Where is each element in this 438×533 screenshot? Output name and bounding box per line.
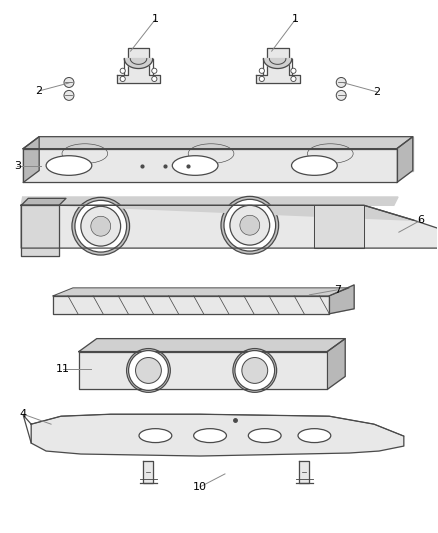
Polygon shape	[53, 296, 329, 314]
Ellipse shape	[298, 429, 331, 442]
Polygon shape	[23, 136, 413, 149]
Text: 7: 7	[334, 285, 341, 295]
Circle shape	[242, 358, 268, 383]
Polygon shape	[314, 205, 364, 248]
Circle shape	[291, 68, 296, 74]
Circle shape	[336, 77, 346, 87]
Circle shape	[81, 206, 120, 246]
Ellipse shape	[172, 156, 218, 175]
Circle shape	[224, 199, 276, 251]
Polygon shape	[21, 198, 66, 205]
Circle shape	[135, 358, 161, 383]
Circle shape	[233, 349, 277, 392]
Circle shape	[129, 351, 168, 390]
Circle shape	[64, 91, 74, 100]
Text: 10: 10	[193, 482, 207, 492]
Text: 6: 6	[417, 215, 424, 225]
Text: 1: 1	[292, 14, 299, 25]
Text: 11: 11	[56, 365, 70, 375]
Circle shape	[75, 200, 127, 252]
Text: 1: 1	[152, 14, 159, 25]
Circle shape	[72, 197, 130, 255]
Circle shape	[64, 77, 74, 87]
Circle shape	[230, 205, 270, 245]
Circle shape	[259, 68, 265, 74]
Circle shape	[235, 351, 275, 390]
Circle shape	[291, 76, 296, 82]
Polygon shape	[31, 414, 404, 456]
Circle shape	[221, 196, 279, 254]
Ellipse shape	[248, 429, 281, 442]
Circle shape	[120, 68, 125, 74]
Polygon shape	[300, 461, 309, 483]
Polygon shape	[124, 59, 153, 69]
Ellipse shape	[46, 156, 92, 175]
Polygon shape	[263, 59, 292, 69]
Circle shape	[336, 91, 346, 100]
Ellipse shape	[292, 156, 337, 175]
Polygon shape	[21, 205, 59, 256]
Circle shape	[120, 76, 125, 82]
Polygon shape	[144, 461, 153, 483]
Text: 2: 2	[374, 87, 381, 97]
Ellipse shape	[194, 429, 226, 442]
Text: 2: 2	[35, 86, 43, 96]
Circle shape	[240, 215, 260, 235]
Polygon shape	[327, 338, 345, 389]
Polygon shape	[21, 205, 438, 248]
Polygon shape	[21, 197, 398, 205]
Circle shape	[91, 216, 111, 236]
Polygon shape	[59, 205, 414, 220]
Circle shape	[127, 349, 170, 392]
Polygon shape	[23, 136, 39, 182]
Polygon shape	[329, 285, 354, 314]
Polygon shape	[79, 352, 327, 389]
Polygon shape	[23, 149, 397, 182]
Polygon shape	[79, 338, 345, 352]
Polygon shape	[256, 48, 300, 83]
Ellipse shape	[139, 429, 172, 442]
Circle shape	[259, 76, 265, 82]
Text: 4: 4	[20, 409, 27, 419]
Circle shape	[152, 68, 157, 74]
Polygon shape	[39, 136, 413, 171]
Text: 3: 3	[14, 160, 21, 171]
Polygon shape	[117, 48, 160, 83]
Circle shape	[152, 76, 157, 82]
Polygon shape	[53, 288, 349, 296]
Polygon shape	[397, 136, 413, 182]
